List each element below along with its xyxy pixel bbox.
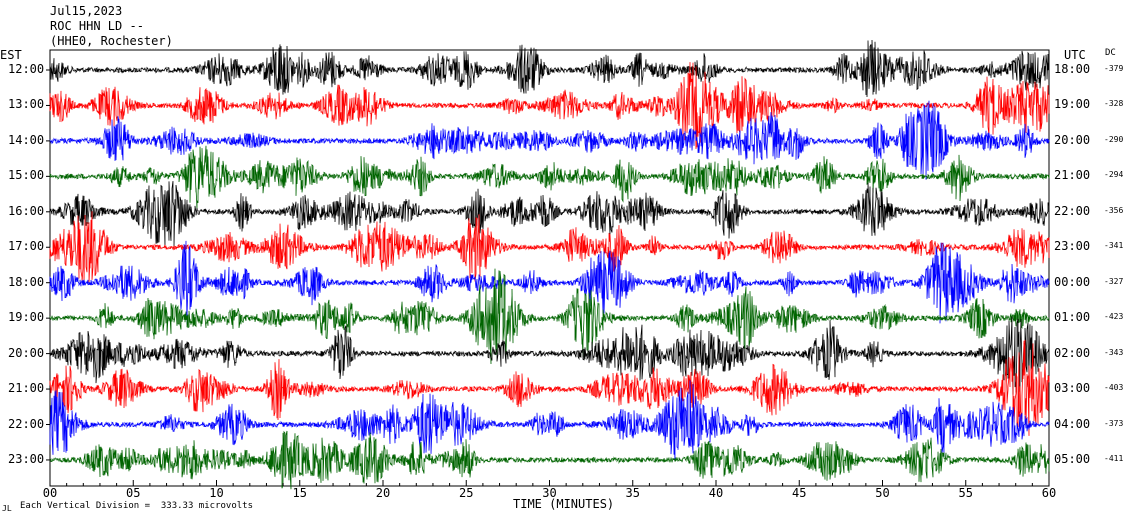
trace-1800 xyxy=(49,240,1050,325)
dc-offset-value: -356 xyxy=(1104,205,1124,215)
x-tick-label: 00 xyxy=(42,486,58,500)
trace-1900 xyxy=(49,268,1050,365)
footer-mark: JL xyxy=(2,504,12,513)
x-tick-label: 10 xyxy=(209,486,224,500)
dc-offset-value: -294 xyxy=(1104,170,1124,180)
chart-date: Jul15,2023 xyxy=(50,4,123,18)
x-tick-label: 05 xyxy=(126,486,141,500)
utc-hour-label: 05:00 xyxy=(1054,451,1091,466)
x-tick-label: 45 xyxy=(792,486,807,500)
x-tick-label: 60 xyxy=(1041,486,1057,500)
x-tick-label: 30 xyxy=(542,486,557,500)
est-hour-label: 14:00 xyxy=(8,132,45,147)
x-tick-label: 55 xyxy=(958,486,973,500)
x-tick-label: 40 xyxy=(708,486,724,500)
utc-hour-label: 23:00 xyxy=(1054,239,1091,254)
x-tick-label: 15 xyxy=(292,486,307,500)
est-hour-label: 20:00 xyxy=(8,345,45,360)
trace-2200 xyxy=(49,380,1050,462)
x-tick-label: 25 xyxy=(459,486,474,500)
trace-1300 xyxy=(49,62,1050,150)
trace-1700 xyxy=(49,211,1050,284)
x-axis-title: TIME (MINUTES) xyxy=(513,497,615,511)
utc-hour-label: 19:00 xyxy=(1054,97,1091,112)
utc-hour-label: 21:00 xyxy=(1054,168,1091,183)
utc-hour-label: 18:00 xyxy=(1054,62,1091,76)
dc-offset-value: -403 xyxy=(1104,383,1124,393)
trace-1400 xyxy=(49,100,1050,180)
vertical-scale-note: Each Vertical Division = 333.33 microvol… xyxy=(20,501,253,511)
trace-2000 xyxy=(49,316,1050,395)
trace-1500 xyxy=(49,145,1050,210)
dc-offset-value: -411 xyxy=(1104,453,1124,463)
utc-hour-label: 01:00 xyxy=(1054,310,1091,325)
dc-offset-value: -343 xyxy=(1104,347,1124,357)
est-hour-label: 22:00 xyxy=(8,416,45,431)
x-tick-label: 20 xyxy=(375,486,391,500)
dc-offset-value: -290 xyxy=(1104,134,1124,144)
station-location: (HHE0, Rochester) xyxy=(50,34,173,48)
dc-offset-value: -328 xyxy=(1104,99,1124,109)
dc-offset-header: DC xyxy=(1105,48,1116,58)
utc-hour-label: 03:00 xyxy=(1054,381,1091,396)
utc-hour-label: 04:00 xyxy=(1054,416,1091,431)
utc-hour-label: 00:00 xyxy=(1054,274,1091,289)
est-hour-label: 12:00 xyxy=(8,62,45,76)
dc-offset-value: -341 xyxy=(1104,241,1124,251)
est-hour-label: 15:00 xyxy=(8,168,45,183)
left-timezone-label: EST xyxy=(0,48,22,62)
trace-1600 xyxy=(49,181,1050,248)
dc-offset-value: -373 xyxy=(1104,418,1124,428)
station-code: ROC HHN LD -- xyxy=(50,19,144,33)
dc-offset-value: -423 xyxy=(1104,312,1124,322)
est-hour-label: 13:00 xyxy=(8,97,45,112)
est-hour-label: 19:00 xyxy=(8,310,45,325)
x-tick-label: 35 xyxy=(625,486,640,500)
est-hour-label: 18:00 xyxy=(8,274,45,289)
dc-offset-value: -379 xyxy=(1104,64,1124,73)
est-hour-label: 23:00 xyxy=(8,451,45,466)
right-timezone-label: UTC xyxy=(1064,48,1086,62)
utc-hour-label: 20:00 xyxy=(1054,132,1091,147)
utc-hour-label: 02:00 xyxy=(1054,345,1091,360)
est-hour-label: 16:00 xyxy=(8,203,45,218)
trace-1200 xyxy=(49,39,1050,98)
est-hour-label: 17:00 xyxy=(8,239,45,254)
x-tick-label: 50 xyxy=(875,486,890,500)
utc-hour-label: 22:00 xyxy=(1054,203,1091,218)
dc-offset-value: -327 xyxy=(1104,276,1124,286)
trace-2100 xyxy=(49,339,1050,436)
trace-2300 xyxy=(49,430,1050,490)
est-hour-label: 21:00 xyxy=(8,381,45,396)
